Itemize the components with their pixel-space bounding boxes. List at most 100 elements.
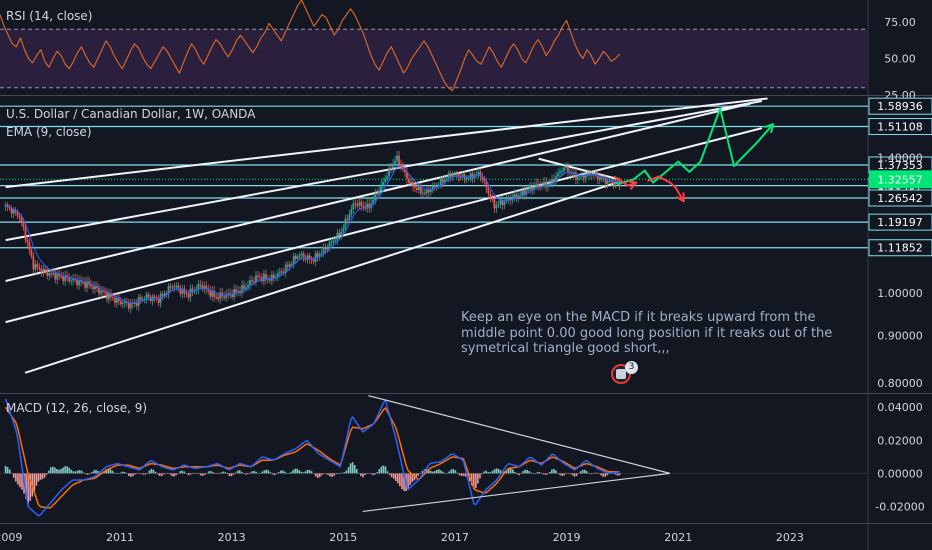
macd-hist-bar bbox=[475, 473, 477, 488]
candle-body bbox=[332, 240, 335, 242]
symbol-title[interactable]: U.S. Dollar / Canadian Dollar, 1W, OANDA bbox=[6, 107, 256, 121]
candle-body bbox=[382, 182, 385, 185]
trend-line-0 bbox=[5, 97, 768, 189]
macd-hist-bar bbox=[345, 470, 348, 474]
candle-body bbox=[419, 186, 422, 194]
macd-hist-bar bbox=[567, 472, 570, 474]
macd-hist-bar bbox=[169, 473, 171, 475]
candle-body bbox=[404, 169, 406, 173]
level-label-box-0 bbox=[868, 97, 932, 115]
candle-body bbox=[535, 183, 538, 187]
candle-body bbox=[199, 284, 202, 286]
candle-body bbox=[517, 195, 520, 198]
macd-hist-bar bbox=[384, 466, 387, 474]
macd-hist-bar bbox=[138, 473, 140, 474]
candle-body bbox=[12, 209, 15, 214]
macd-hist-bar bbox=[392, 473, 395, 479]
macd-hist-bar bbox=[15, 473, 17, 482]
macd-legend[interactable]: MACD (12, 26, close, 9) bbox=[6, 401, 148, 415]
candle-body bbox=[431, 185, 434, 190]
macd-hist-bar bbox=[419, 473, 422, 474]
macd-hist-bar bbox=[193, 472, 196, 474]
macd-hist-bar bbox=[265, 469, 268, 474]
candle-body bbox=[352, 203, 355, 210]
candle-body bbox=[356, 204, 359, 206]
candle-body bbox=[606, 180, 609, 184]
candle-body bbox=[115, 297, 118, 303]
candle-body bbox=[161, 293, 164, 296]
rsi-legend[interactable]: RSI (14, close) bbox=[6, 9, 93, 23]
macd-hist-bar bbox=[491, 471, 494, 474]
macd-hist-bar bbox=[117, 473, 120, 474]
candle-body bbox=[608, 180, 611, 182]
projection-up-arrow-head bbox=[764, 123, 775, 134]
macd-hist-bar bbox=[136, 473, 138, 474]
macd-hist-bar bbox=[220, 472, 223, 474]
candle-body bbox=[529, 187, 532, 190]
candle-body bbox=[104, 291, 106, 293]
macd-hist-bar bbox=[236, 470, 239, 474]
candle-body bbox=[519, 194, 522, 196]
macd-hist-bar bbox=[259, 472, 262, 474]
macd-hist-bar bbox=[464, 473, 467, 477]
level-label-0: 1.58936 bbox=[877, 100, 923, 113]
macd-hist-bar bbox=[411, 473, 413, 483]
candle-body bbox=[499, 200, 502, 205]
candle-body bbox=[263, 274, 265, 282]
candle-body bbox=[539, 186, 542, 188]
candle-body bbox=[515, 194, 518, 198]
trend-line-5 bbox=[538, 157, 620, 181]
candle-body bbox=[521, 190, 524, 195]
candle-body bbox=[302, 253, 305, 258]
macd-hist-bar bbox=[148, 470, 151, 474]
macd-hist-bar bbox=[10, 473, 13, 474]
candle-body bbox=[559, 171, 561, 174]
level-label-box-4 bbox=[868, 189, 932, 207]
candle-body bbox=[247, 285, 249, 288]
macd-hist-bar bbox=[171, 473, 173, 477]
macd-hist-bar bbox=[585, 471, 588, 474]
macd-hist-bar bbox=[68, 467, 71, 474]
macd-hist-bar bbox=[357, 473, 360, 474]
candle-body bbox=[141, 299, 144, 301]
macd-hist-bar bbox=[587, 473, 590, 474]
candle-body bbox=[425, 189, 428, 194]
ema-legend[interactable]: EMA (9, close) bbox=[6, 125, 92, 139]
candle-body bbox=[249, 280, 251, 286]
candle-body bbox=[292, 255, 295, 265]
macd-hist-bar bbox=[573, 473, 576, 477]
candle-body bbox=[54, 273, 57, 280]
rsi-line bbox=[0, 0, 621, 92]
macd-hist-bar bbox=[407, 473, 409, 490]
macd-hist-bar bbox=[553, 468, 555, 474]
candle-body bbox=[233, 289, 236, 298]
candle-body bbox=[503, 201, 506, 206]
macd-hist-bar bbox=[302, 472, 305, 474]
macd-hist-bar bbox=[152, 469, 155, 474]
macd-hist-bar bbox=[314, 473, 317, 477]
candle-body bbox=[255, 275, 257, 283]
candle-body bbox=[213, 290, 216, 297]
macd-hist-bar bbox=[399, 473, 401, 487]
macd-hist-bar bbox=[212, 472, 214, 474]
macd-hist-bar bbox=[327, 473, 329, 475]
macd-hist-bar bbox=[454, 470, 457, 474]
macd-hist-bar bbox=[421, 470, 424, 474]
macd-hist-bar bbox=[598, 473, 600, 474]
annotation-text[interactable]: Keep an eye on the MACD if it breaks upw… bbox=[461, 310, 833, 356]
candle-body bbox=[82, 281, 84, 283]
level-label-1: 1.51108 bbox=[877, 121, 923, 134]
candle-body bbox=[227, 293, 230, 295]
candle-body bbox=[368, 203, 371, 209]
macd-hist-bar bbox=[376, 472, 379, 474]
macd-hist-bar bbox=[528, 471, 531, 474]
macd-hist-bar bbox=[470, 473, 473, 486]
candle-body bbox=[100, 290, 102, 294]
macd-line bbox=[4, 398, 620, 517]
macd-hist-bar bbox=[97, 470, 99, 474]
macd-hist-bar bbox=[310, 471, 313, 474]
macd-hist-bar bbox=[279, 470, 282, 474]
macd-hist-bar bbox=[249, 472, 251, 474]
candle-body bbox=[98, 288, 100, 294]
